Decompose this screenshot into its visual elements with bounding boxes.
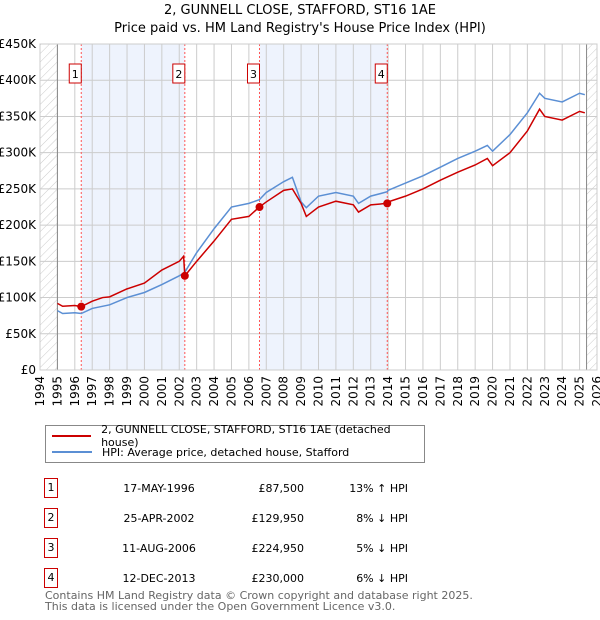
- blue-line-swatch: [52, 451, 92, 453]
- sale-label-box: [374, 63, 388, 84]
- x-tick-label: 1999: [120, 376, 134, 407]
- x-tick-label: 2001: [155, 376, 169, 407]
- x-tick-label: 2002: [172, 376, 186, 407]
- sale-label: 4: [378, 68, 385, 81]
- sale-number-badge: 1: [44, 478, 58, 498]
- x-tick-label: 1996: [68, 376, 82, 407]
- x-tick-label: 2008: [277, 376, 291, 407]
- sale-label: 1: [72, 68, 79, 81]
- x-tick-label: 2004: [207, 376, 221, 407]
- sale-label: 2: [175, 68, 182, 81]
- hatched-region: [586, 44, 597, 370]
- footer-line2: This data is licensed under the Open Gov…: [45, 600, 396, 613]
- x-tick-label: 2024: [555, 376, 569, 407]
- x-tick-label: 2005: [224, 376, 238, 407]
- x-tick-label: 1995: [50, 376, 64, 407]
- sale-date: 12-DEC-2013: [122, 571, 196, 585]
- x-tick-label: 2015: [399, 376, 413, 407]
- subtitle: Price paid vs. HM Land Registry's House …: [114, 21, 486, 36]
- y-tick-label: £400K: [0, 73, 37, 87]
- y-tick-label: £250K: [0, 182, 37, 196]
- x-tick-label: 1994: [33, 376, 47, 407]
- x-tick-label: 2023: [538, 376, 552, 407]
- plot-border: [39, 43, 598, 371]
- x-tick-label: 1998: [103, 376, 117, 407]
- table-row: 2 25-APR-2002 £129,950 8% ↓ HPI: [44, 503, 408, 533]
- sale-label: 3: [250, 68, 257, 81]
- sale-price: £224,950: [251, 541, 305, 555]
- table-row: 4 12-DEC-2013 £230,000 6% ↓ HPI: [44, 563, 408, 593]
- shaded-period: [81, 44, 185, 370]
- x-tick-label: 2013: [364, 376, 378, 407]
- x-tick-label: 2026: [590, 376, 600, 407]
- x-tick-label: 2021: [503, 376, 517, 407]
- series-line: [57, 107, 586, 308]
- series-line: [57, 92, 586, 315]
- sale-point: [77, 302, 86, 311]
- footer: Contains HM Land Registry data © Crown c…: [45, 590, 473, 612]
- sale-point: [180, 271, 189, 280]
- legend-property: 2, GUNNELL CLOSE, STAFFORD, ST16 1AE (de…: [46, 423, 424, 449]
- x-tick-label: 2010: [312, 376, 326, 407]
- sale-date: 17-MAY-1996: [123, 481, 195, 495]
- sale-label-box: [246, 63, 260, 84]
- legend-hpi-label: HPI: Average price, detached house, Staf…: [102, 445, 350, 459]
- x-tick-label: 2009: [294, 376, 308, 407]
- x-tick-label: 2000: [137, 376, 151, 407]
- x-tick-label: 2014: [381, 376, 395, 407]
- x-tick-label: 1997: [85, 376, 99, 407]
- y-tick-label: £0: [21, 363, 36, 377]
- x-tick-label: 2020: [486, 376, 500, 407]
- hpi-diff: 6% ↓ HPI: [356, 571, 408, 585]
- hpi-diff: 5% ↓ HPI: [356, 541, 408, 555]
- title: 2, GUNNELL CLOSE, STAFFORD, ST16 1AE: [163, 3, 437, 18]
- legend-hpi: HPI: Average price, detached house, Staf…: [46, 444, 349, 460]
- sale-label-box: [172, 63, 186, 84]
- hpi-diff: 13% ↑ HPI: [349, 481, 408, 495]
- sale-number-badge: 3: [44, 538, 58, 558]
- sale-point: [255, 203, 264, 212]
- sale-date: 25-APR-2002: [123, 511, 195, 525]
- transactions-table: 1 17-MAY-1996 £87,500 13% ↑ HPI 2 25-APR-…: [44, 473, 408, 593]
- x-tick-label: 2022: [520, 376, 534, 407]
- x-tick-label: 2006: [242, 376, 256, 407]
- y-tick-label: £100K: [0, 291, 37, 305]
- sale-point: [383, 199, 392, 208]
- sale-price: £230,000: [251, 571, 305, 585]
- x-tick-label: 2017: [433, 376, 447, 407]
- y-tick-label: £300K: [0, 146, 37, 160]
- y-tick-label: £350K: [0, 109, 37, 123]
- x-tick-label: 2007: [259, 376, 273, 407]
- y-tick-label: £450K: [0, 37, 37, 51]
- x-tick-label: 2003: [190, 376, 204, 407]
- sale-price: £87,500: [258, 481, 305, 495]
- table-row: 3 11-AUG-2006 £224,950 5% ↓ HPI: [44, 533, 408, 563]
- y-tick-label: £200K: [0, 218, 37, 232]
- x-tick-label: 2016: [416, 376, 430, 407]
- x-tick-label: 2025: [573, 376, 587, 407]
- sale-number-badge: 2: [44, 508, 58, 528]
- legend-property-label: 2, GUNNELL CLOSE, STAFFORD, ST16 1AE (de…: [101, 423, 391, 449]
- sale-number-badge: 4: [44, 568, 58, 588]
- sale-price: £129,950: [251, 511, 305, 525]
- red-line-swatch: [52, 435, 92, 437]
- y-tick-label: £50K: [5, 327, 37, 341]
- x-tick-label: 2019: [468, 376, 482, 407]
- x-tick-label: 2011: [329, 376, 343, 407]
- price-chart: £0 £50K £100K £150K £200K £250K £300K £350K £400…: [0, 37, 600, 407]
- sale-date: 11-AUG-2006: [122, 541, 196, 555]
- legend: 2, GUNNELL CLOSE, STAFFORD, ST16 1AE (de…: [45, 423, 425, 463]
- table-row: 1 17-MAY-1996 £87,500 13% ↑ HPI: [44, 473, 408, 503]
- chart-title: 2, GUNNELL CLOSE, STAFFORD, ST16 1AE Pric…: [0, 2, 600, 38]
- hatched-region: [40, 44, 58, 370]
- footer-line1: Contains HM Land Registry data © Crown c…: [45, 589, 473, 602]
- hpi-diff: 8% ↓ HPI: [356, 511, 408, 525]
- x-tick-label: 2012: [346, 376, 360, 407]
- x-tick-label: 2018: [451, 376, 465, 407]
- sale-label-box: [68, 63, 82, 84]
- y-tick-label: £150K: [0, 254, 37, 268]
